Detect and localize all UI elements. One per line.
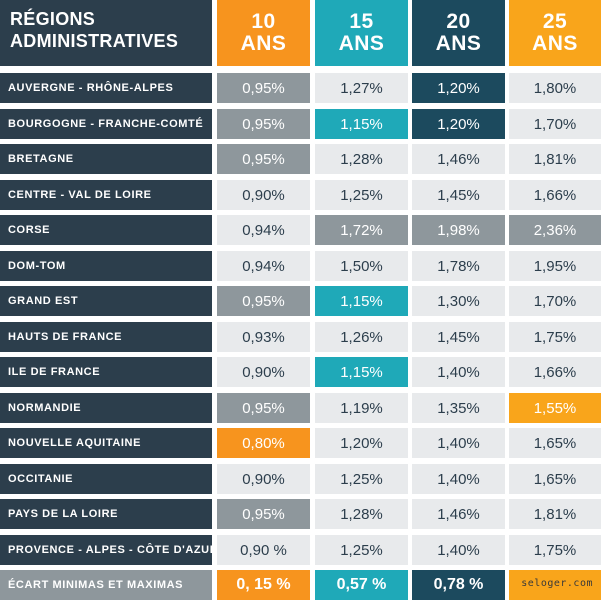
rate-cell: 1,26%: [315, 322, 408, 352]
duration-number: 15: [349, 10, 374, 33]
rate-cell: 1,95%: [509, 251, 601, 281]
rate-cell: 1,45%: [412, 322, 505, 352]
rate-cell: 0,95%: [217, 73, 310, 103]
rate-cell: 0,95%: [217, 144, 310, 174]
summary-cell: 0, 15 %: [217, 570, 310, 600]
duration-unit: ANS: [240, 32, 287, 55]
rate-cell: 1,70%: [509, 109, 601, 139]
regions-header-line: ADMINISTRATIVES: [10, 31, 179, 51]
summary-label: ÉCART MINIMAS ET MAXIMAS: [0, 570, 212, 600]
summary-cell: [509, 570, 601, 600]
region-label: PROVENCE - ALPES - CÔTE D'AZUR: [0, 535, 218, 565]
rate-cell: 1,66%: [509, 357, 601, 387]
region-label: BOURGOGNE - FRANCHE-COMTÉ: [0, 109, 212, 139]
rate-cell: 1,46%: [412, 144, 505, 174]
rate-cell: 1,78%: [412, 251, 505, 281]
rate-cell: 1,72%: [315, 215, 408, 245]
rate-cell: 0,90 %: [217, 535, 310, 565]
rate-cell: 1,81%: [509, 499, 601, 529]
rate-cell: 1,75%: [509, 535, 601, 565]
rate-cell: 1,70%: [509, 286, 601, 316]
watermark: seloger.com: [521, 578, 593, 589]
regions-header: RÉGIONS ADMINISTRATIVES: [0, 0, 212, 66]
duration-number: 20: [446, 10, 471, 33]
rate-cell: 1,15%: [315, 286, 408, 316]
rate-cell: 1,20%: [412, 73, 505, 103]
rate-cell: 0,95%: [217, 499, 310, 529]
region-label: NORMANDIE: [0, 393, 212, 423]
rate-cell: 0,80%: [217, 428, 310, 458]
region-label: OCCITANIE: [0, 464, 212, 494]
rate-cell: 0,90%: [217, 357, 310, 387]
rate-cell: 1,27%: [315, 73, 408, 103]
region-label: ILE DE FRANCE: [0, 357, 212, 387]
region-label: CORSE: [0, 215, 212, 245]
rate-cell: 1,25%: [315, 535, 408, 565]
rate-cell: 0,95%: [217, 109, 310, 139]
rate-cell: 1,25%: [315, 180, 408, 210]
rate-cell: 1,40%: [412, 428, 505, 458]
rate-cell: 1,40%: [412, 464, 505, 494]
duration-header: 20 ANS: [412, 0, 505, 66]
rate-cell: 1,40%: [412, 535, 505, 565]
duration-header: 10 ANS: [217, 0, 310, 66]
rate-cell: 1,20%: [315, 428, 408, 458]
rate-cell: 1,45%: [412, 180, 505, 210]
region-label: AUVERGNE - RHÔNE-ALPES: [0, 73, 212, 103]
region-label: CENTRE - VAL DE LOIRE: [0, 180, 212, 210]
duration-number: 25: [542, 10, 568, 33]
rate-cell: 1,55%: [509, 393, 601, 423]
duration-unit: ANS: [532, 32, 578, 55]
rate-cell: 1,25%: [315, 464, 408, 494]
rate-cell: 1,81%: [509, 144, 601, 174]
rate-cell: 1,28%: [315, 144, 408, 174]
rate-cell: 0,90%: [217, 464, 310, 494]
rate-cell: 0,90%: [217, 180, 310, 210]
rate-cell: 1,46%: [412, 499, 505, 529]
region-label: DOM-TOM: [0, 251, 212, 281]
duration-header: 25 ANS: [509, 0, 601, 66]
regions-header-line: RÉGIONS: [10, 9, 96, 29]
duration-unit: ANS: [338, 32, 385, 55]
rate-cell: 1,20%: [412, 109, 505, 139]
rate-cell: 0,94%: [217, 251, 310, 281]
region-label: HAUTS DE FRANCE: [0, 322, 212, 352]
region-label: GRAND EST: [0, 286, 212, 316]
region-label: BRETAGNE: [0, 144, 212, 174]
rate-cell: 1,75%: [509, 322, 601, 352]
rate-cell: 0,95%: [217, 393, 310, 423]
rate-cell: 1,65%: [509, 428, 601, 458]
rate-cell: 0,93%: [217, 322, 310, 352]
duration-unit: ANS: [435, 32, 482, 55]
rate-cell: 1,66%: [509, 180, 601, 210]
rate-cell: 1,80%: [509, 73, 601, 103]
region-label: PAYS DE LA LOIRE: [0, 499, 212, 529]
rate-cell: 1,30%: [412, 286, 505, 316]
rate-cell: 1,50%: [315, 251, 408, 281]
rate-cell: 1,35%: [412, 393, 505, 423]
rate-cell: 0,95%: [217, 286, 310, 316]
rate-cell: 0,94%: [217, 215, 310, 245]
region-label: NOUVELLE AQUITAINE: [0, 428, 212, 458]
rate-cell: 1,15%: [315, 357, 408, 387]
duration-number: 10: [251, 10, 276, 33]
rate-cell: 1,65%: [509, 464, 601, 494]
summary-cell: 0,78 %: [412, 570, 505, 600]
rate-cell: 1,15%: [315, 109, 408, 139]
duration-header: 15 ANS: [315, 0, 408, 66]
rate-cell: 1,40%: [412, 357, 505, 387]
rate-cell: 2,36%: [509, 215, 601, 245]
rate-cell: 1,19%: [315, 393, 408, 423]
rate-cell: 1,28%: [315, 499, 408, 529]
rate-cell: 1,98%: [412, 215, 505, 245]
summary-cell: 0,57 %: [315, 570, 408, 600]
